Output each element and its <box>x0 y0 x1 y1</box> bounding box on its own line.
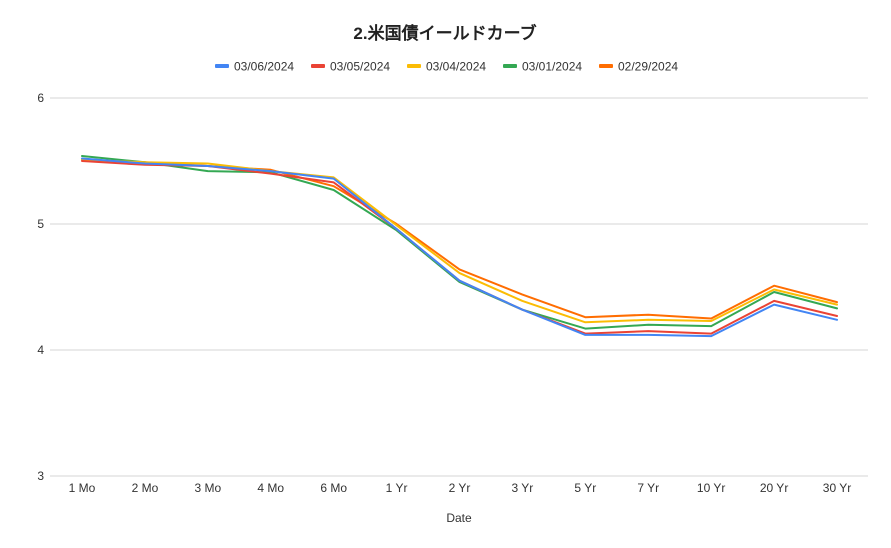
legend-item[interactable]: 03/05/2024 <box>311 60 390 74</box>
legend-swatch <box>215 64 229 68</box>
legend: 03/06/2024 03/05/2024 03/04/2024 03/01/2024… <box>215 60 678 74</box>
x-tick-label: 20 Yr <box>760 481 788 495</box>
x-axis-ticks: 1 Mo 2 Mo 3 Mo 4 Mo 6 Mo 1 Yr 2 Yr 3 Yr 5 Yr 7 Yr… <box>69 481 852 495</box>
legend-swatch <box>311 64 325 68</box>
legend-label: 03/01/2024 <box>522 60 582 74</box>
legend-label: 03/06/2024 <box>234 60 294 74</box>
x-tick-label: 30 Yr <box>823 481 851 495</box>
legend-item[interactable]: 03/06/2024 <box>215 60 294 74</box>
y-tick-label: 4 <box>37 343 44 357</box>
legend-swatch <box>503 64 517 68</box>
x-tick-label: 4 Mo <box>257 481 284 495</box>
series-line-03-05-2024 <box>81 160 838 335</box>
y-tick-label: 6 <box>37 91 44 105</box>
x-tick-label: 5 Yr <box>574 481 596 495</box>
x-tick-label: 2 Yr <box>449 481 471 495</box>
y-axis-ticks: 3 4 5 6 <box>37 91 44 483</box>
x-tick-label: 10 Yr <box>697 481 725 495</box>
x-tick-label: 7 Yr <box>637 481 659 495</box>
x-tick-label: 3 Mo <box>194 481 221 495</box>
series-line-03-01-2024 <box>81 155 838 330</box>
x-tick-label: 1 Mo <box>69 481 96 495</box>
legend-item[interactable]: 02/29/2024 <box>599 60 678 74</box>
legend-label: 02/29/2024 <box>618 60 678 74</box>
legend-swatch <box>407 64 421 68</box>
x-tick-label: 1 Yr <box>386 481 408 495</box>
chart-title: 2.米国債イールドカーブ <box>353 23 536 43</box>
series-line-03-06-2024 <box>81 157 838 338</box>
legend-swatch <box>599 64 613 68</box>
series-line-02-29-2024 <box>81 158 838 320</box>
x-tick-label: 2 Mo <box>132 481 159 495</box>
gridlines <box>50 97 868 477</box>
series-line-03-04-2024 <box>81 158 838 324</box>
legend-item[interactable]: 03/01/2024 <box>503 60 582 74</box>
legend-label: 03/05/2024 <box>330 60 390 74</box>
x-tick-label: 6 Mo <box>320 481 347 495</box>
legend-item[interactable]: 03/04/2024 <box>407 60 486 74</box>
series-lines <box>81 155 838 338</box>
legend-label: 03/04/2024 <box>426 60 486 74</box>
y-tick-label: 5 <box>37 217 44 231</box>
x-tick-label: 3 Yr <box>512 481 534 495</box>
y-tick-label: 3 <box>37 469 44 483</box>
x-axis-label: Date <box>446 511 472 525</box>
